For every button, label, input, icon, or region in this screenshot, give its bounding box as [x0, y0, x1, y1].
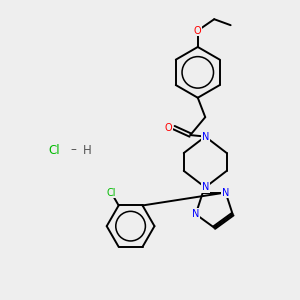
Text: Cl: Cl: [49, 143, 60, 157]
Text: N: N: [202, 182, 209, 192]
Text: N: N: [222, 188, 229, 197]
Text: H: H: [83, 143, 92, 157]
Text: O: O: [194, 26, 202, 36]
Text: N: N: [192, 209, 200, 219]
Text: –: –: [71, 143, 77, 157]
Text: O: O: [165, 123, 172, 133]
Text: N: N: [202, 132, 209, 142]
Text: Cl: Cl: [106, 188, 116, 197]
